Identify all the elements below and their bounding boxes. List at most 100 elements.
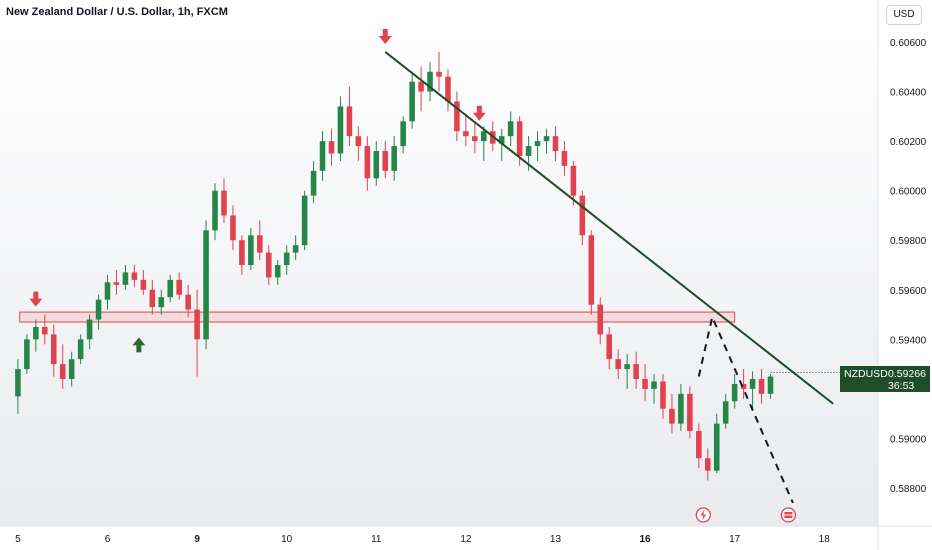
candle-body <box>382 151 389 171</box>
candle-body <box>346 106 353 137</box>
candle-body <box>113 282 120 285</box>
price-tag-value: 0.59266 <box>888 368 926 380</box>
candle-body <box>498 136 505 144</box>
y-tick-label: 0.60200 <box>890 137 927 148</box>
candle-body <box>364 146 371 179</box>
x-tick-label: 11 <box>371 534 382 545</box>
trendline <box>384 51 834 405</box>
candle-body <box>409 81 415 122</box>
candle-body <box>265 252 272 278</box>
y-tick-label: 0.59000 <box>890 434 927 445</box>
candle-body <box>454 101 460 132</box>
y-tick-label: 0.58800 <box>890 484 927 495</box>
price-tag-symbol: NZDUSD <box>844 368 888 380</box>
candle-body <box>543 136 550 142</box>
y-tick-label: 0.59400 <box>890 335 927 346</box>
candle-body <box>59 364 66 379</box>
candle-body <box>301 195 308 246</box>
candle-body <box>86 319 93 340</box>
candle-body <box>149 289 156 308</box>
candle-body <box>274 265 281 278</box>
candle-body <box>516 121 523 156</box>
candle-body <box>481 131 487 142</box>
price-tag-countdown: 36:53 <box>888 380 915 392</box>
resistance-zone <box>19 311 736 323</box>
y-tick-label: 0.59800 <box>890 236 927 247</box>
x-tick-label: 17 <box>729 534 741 545</box>
candle-body <box>633 364 639 379</box>
x-tick-label: 9 <box>194 534 200 545</box>
candle-body <box>310 170 317 196</box>
candle-body <box>77 339 84 360</box>
candle-body <box>68 359 75 379</box>
candle-body <box>248 235 254 265</box>
candle-body <box>767 376 774 394</box>
candle-body <box>185 294 191 310</box>
candle-body <box>50 334 57 365</box>
candle-body <box>257 235 263 253</box>
candle-body <box>42 326 48 335</box>
candle-body <box>740 383 747 389</box>
candle-body <box>15 369 21 397</box>
candle-body <box>579 195 586 236</box>
candle-body <box>624 364 630 370</box>
candle-body <box>597 304 604 335</box>
candle-body <box>391 146 397 171</box>
x-tick-label: 5 <box>15 534 21 545</box>
candle-body <box>337 106 344 154</box>
candle-body <box>230 215 236 241</box>
candle-body <box>678 393 684 424</box>
currency-button[interactable]: USD <box>886 5 922 25</box>
candle-body <box>328 141 335 154</box>
candle-body <box>400 121 406 147</box>
candle-body <box>104 282 111 300</box>
candle-body <box>33 326 39 340</box>
candle-body <box>292 245 299 253</box>
candle-body <box>427 71 433 92</box>
candle-body <box>651 381 657 389</box>
candle-body <box>552 136 559 152</box>
candle-body <box>355 136 362 147</box>
candle-body <box>669 408 675 424</box>
candle-body <box>758 378 765 394</box>
x-tick-label: 6 <box>105 534 111 545</box>
y-tick-label: 0.60600 <box>890 38 927 49</box>
candle-body <box>95 299 102 320</box>
candle-body <box>131 272 138 280</box>
candle-body <box>606 334 613 360</box>
candle-body <box>158 297 165 308</box>
down-arrow-marker <box>472 105 486 121</box>
x-tick-label: 10 <box>281 534 293 545</box>
candle-body <box>704 458 711 471</box>
candle-body <box>203 230 209 340</box>
candle-body <box>239 240 245 265</box>
candle-body <box>660 381 666 409</box>
candle-body <box>615 359 621 370</box>
candle-body <box>588 235 595 305</box>
candle-body <box>140 279 147 290</box>
chart-title: New Zealand Dollar / U.S. Dollar, 1h, FX… <box>6 6 228 18</box>
candle-body <box>373 151 380 179</box>
projection-path <box>697 313 794 504</box>
x-tick-label: 12 <box>460 534 472 545</box>
candle-body <box>561 151 568 166</box>
candle-body <box>445 76 451 102</box>
candle-body <box>722 401 729 424</box>
candle-body <box>749 378 756 389</box>
candle-body <box>167 279 174 298</box>
candle-body <box>436 71 442 77</box>
down-arrow-marker <box>29 291 43 307</box>
y-tick-label: 0.60000 <box>890 187 927 198</box>
x-tick-label: 13 <box>550 534 562 545</box>
y-tick-label: 0.59600 <box>890 286 927 297</box>
candle-body <box>221 190 227 216</box>
candle-body <box>319 141 326 171</box>
candle-body <box>122 272 129 285</box>
x-tick-label: 18 <box>819 534 831 545</box>
x-tick-label: 16 <box>639 534 651 545</box>
up-arrow-marker <box>132 337 146 353</box>
candle-body <box>418 81 424 92</box>
lightning-icon <box>700 510 707 520</box>
price-tag: NZDUSD 0.59266 36:53 <box>840 366 930 392</box>
